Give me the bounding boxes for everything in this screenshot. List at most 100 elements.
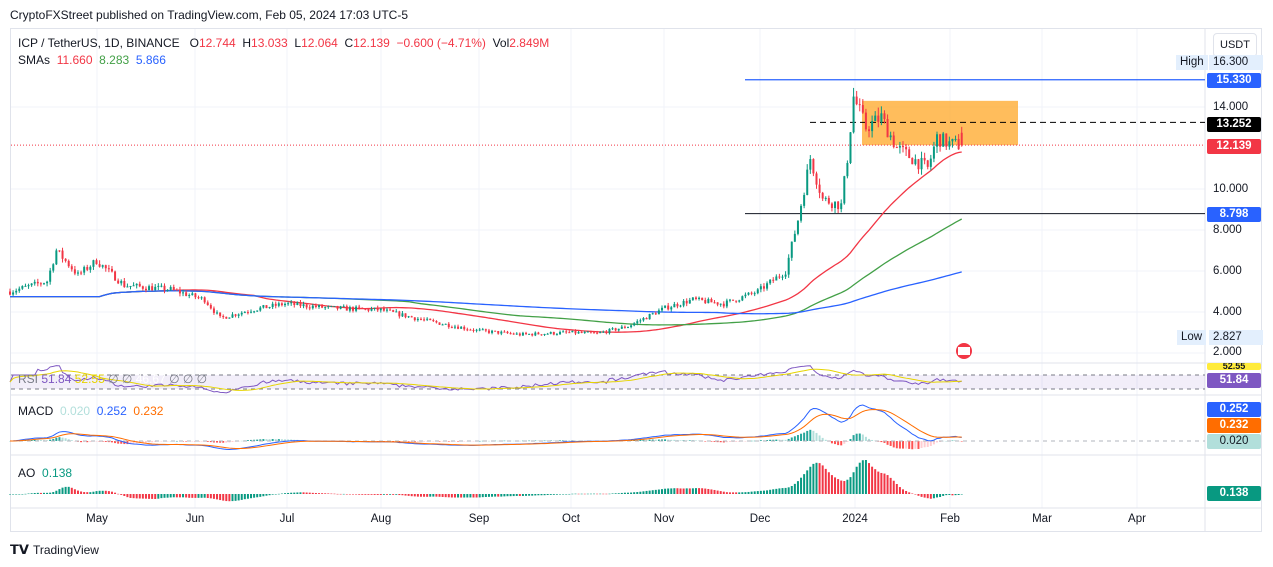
ao-bar [565, 494, 568, 495]
candle-body [710, 299, 713, 303]
candle-body [571, 330, 574, 333]
macd-histogram-bar [280, 439, 283, 441]
ao-bar [951, 494, 954, 496]
ao-bar [651, 490, 654, 494]
price-tick: 10.000 [1213, 183, 1249, 195]
ao-bar [812, 463, 815, 494]
candle-body [336, 305, 339, 309]
ao-bar [698, 488, 701, 494]
macd-histogram-bar [796, 435, 799, 441]
candle-body [342, 306, 345, 308]
macd-histogram-bar [871, 439, 874, 441]
ao-bar [855, 466, 858, 494]
resistance-price-tag: 15.330 [1207, 73, 1261, 88]
ao-bar [571, 493, 574, 495]
macd-histogram-bar [250, 439, 253, 441]
candle-body [52, 264, 55, 271]
candle-body [719, 303, 722, 305]
candle-body [809, 159, 812, 170]
ao-bar [345, 494, 348, 495]
ao-bar [12, 494, 15, 495]
ao-bar [874, 469, 877, 494]
ao-bar [463, 494, 466, 498]
macd-histogram-bar [160, 441, 163, 442]
ao-bar [46, 492, 49, 494]
ao-bar [716, 490, 719, 494]
ao-bar [200, 494, 203, 498]
macd-histogram-bar [880, 441, 883, 443]
candle-body [481, 329, 484, 331]
rsi-label[interactable]: RSI [18, 372, 39, 386]
candle-body [351, 307, 354, 311]
macd-histogram-bar [778, 439, 781, 441]
candle-body [559, 331, 562, 335]
macd-histogram-bar [487, 440, 490, 442]
candle-body [846, 162, 849, 177]
macd-histogram-bar [401, 441, 404, 442]
macd-histogram-bar [104, 441, 107, 442]
macd-histogram-bar [710, 441, 713, 442]
macd-histogram-bar [945, 440, 948, 442]
macd-histogram-bar [812, 430, 815, 441]
macd-histogram-bar [441, 441, 444, 442]
ao-bar [398, 494, 401, 496]
candle-body [858, 104, 861, 106]
macd-histogram-bar [222, 441, 225, 443]
candle-body [191, 293, 194, 296]
candle-body [188, 295, 191, 297]
candle-body [701, 297, 704, 301]
macd-label[interactable]: MACD [18, 404, 54, 418]
ao-bar [555, 494, 558, 495]
macd-histogram-bar [287, 439, 290, 441]
candle-body [463, 326, 466, 330]
candle-body [141, 286, 144, 289]
candle-body [284, 303, 287, 306]
candle-body [821, 192, 824, 199]
macd-histogram-bar [9, 441, 11, 442]
macd-histogram-bar [889, 441, 892, 446]
macd-histogram-bar [660, 439, 663, 441]
ao-bar [160, 494, 163, 499]
candle-body [830, 203, 833, 208]
candle-body [694, 297, 697, 300]
ao-bar [287, 492, 290, 494]
ao-bar [64, 486, 67, 494]
ao-bar [52, 492, 55, 494]
macd-histogram-bar [800, 433, 803, 441]
ao-bar [277, 493, 280, 495]
candle-body [957, 138, 960, 150]
ao-bar [704, 488, 707, 494]
ao-bar [494, 494, 497, 497]
macd-histogram-bar [259, 439, 262, 441]
candle-body [277, 303, 280, 306]
macd-histogram-bar [151, 441, 154, 443]
candle-body [565, 331, 568, 333]
price-tick: 6.000 [1213, 265, 1242, 277]
symbol-title[interactable]: ICP / TetherUS, 1D, BINANCE [18, 36, 180, 50]
ao-label[interactable]: AO [18, 466, 36, 480]
sma-label[interactable]: SMAs [18, 53, 51, 67]
chart-frame [10, 28, 1262, 532]
candle-body [327, 306, 330, 308]
ao-bar [259, 494, 262, 497]
currency-button[interactable]: USDT [1213, 33, 1257, 57]
macd-histogram-bar [166, 441, 169, 442]
macd-histogram-bar [478, 440, 481, 442]
ao-bar [682, 488, 685, 494]
ao-bar [39, 492, 42, 494]
macd-histogram-bar [49, 439, 52, 441]
ao-bar [525, 494, 528, 496]
ao-bar [89, 492, 92, 494]
ao-bar [654, 489, 657, 494]
ao-bar [827, 472, 830, 494]
time-axis-label: Jul [279, 513, 295, 525]
ao-bar [392, 494, 395, 495]
ao-bar [630, 492, 633, 494]
candle-body [212, 308, 215, 313]
macd-histogram-bar [651, 439, 654, 441]
macd-histogram-bar [846, 441, 849, 442]
tradingview-logo[interactable]: 𝗧𝗩 TradingView [10, 542, 99, 558]
ao-bar [889, 477, 892, 494]
candle-body [549, 332, 552, 334]
